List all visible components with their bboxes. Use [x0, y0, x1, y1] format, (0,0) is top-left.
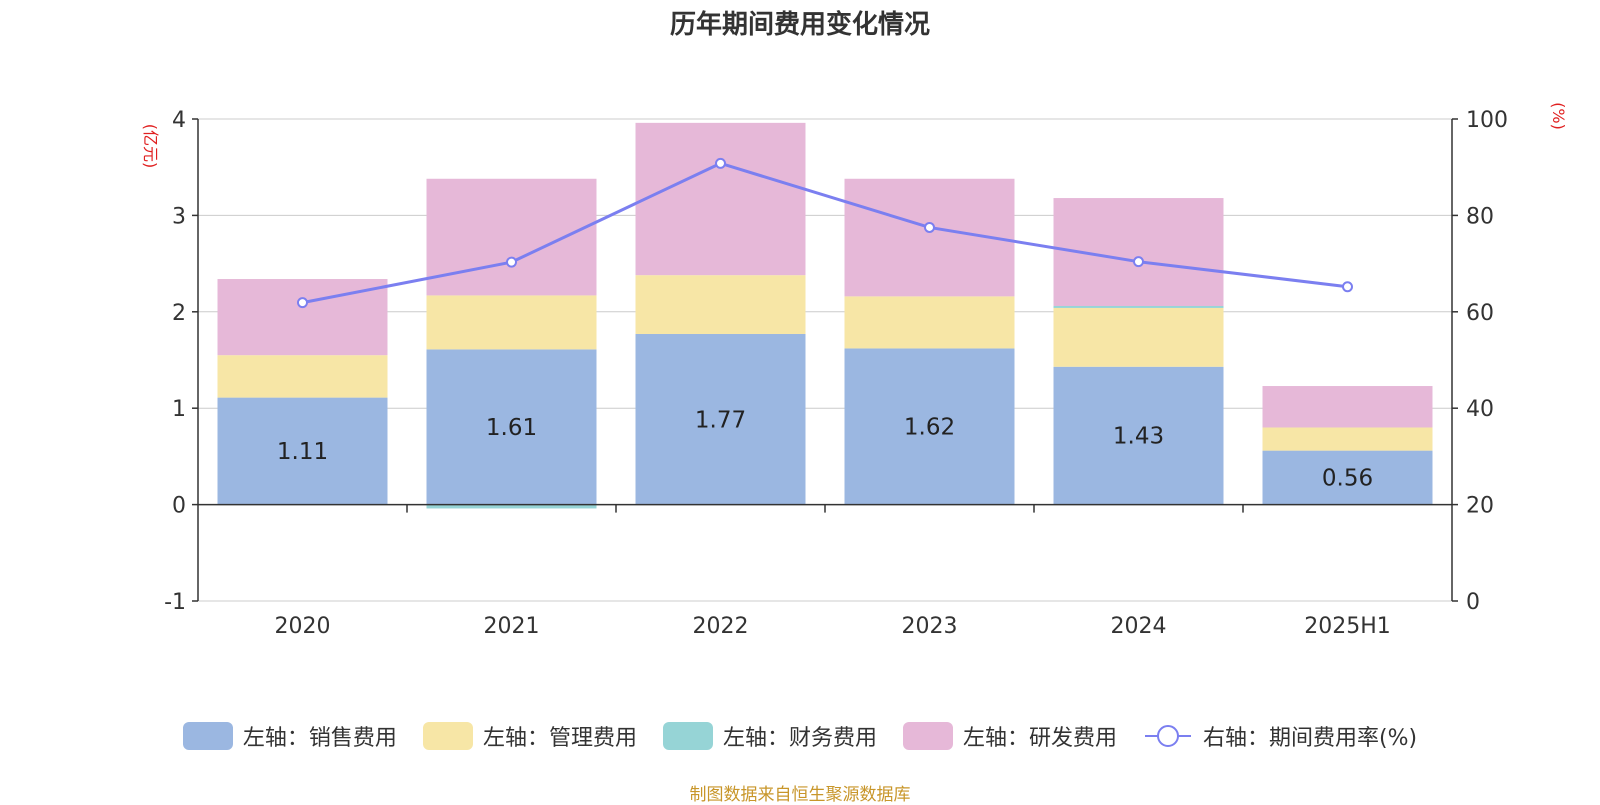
- ratio-point: [1133, 256, 1144, 268]
- left-axis-tick-label: 2: [172, 301, 186, 326]
- ratio-point: [924, 221, 935, 233]
- data-label-sales: 1.11: [277, 439, 328, 465]
- bar-sales: [1262, 450, 1433, 505]
- bar-admin: [1053, 307, 1224, 367]
- bar-sales: [844, 348, 1015, 505]
- x-axis-tick-label: 2025H1: [1304, 614, 1391, 639]
- chart-title: 历年期间费用变化情况: [669, 10, 930, 40]
- bar-admin: [217, 355, 388, 398]
- left-axis-tick-label: 4: [172, 108, 186, 133]
- legend: 左轴：销售费用 左轴：管理费用 左轴：财务费用 左轴：研发费用 右轴：期间费用率…: [0, 720, 1600, 752]
- legend-swatch-rd: [902, 722, 953, 750]
- source-note: 制图数据来自恒生聚源数据库: [689, 785, 911, 805]
- data-label-sales: 0.56: [1322, 466, 1373, 492]
- bar-admin: [635, 275, 806, 334]
- ratio-point: [297, 297, 308, 309]
- right-axis-tick-label: 100: [1466, 108, 1508, 133]
- bar-sales: [1053, 366, 1224, 505]
- legend-label-finance: 左轴：财务费用: [722, 726, 877, 751]
- legend-item-sales[interactable]: 左轴：销售费用: [182, 720, 397, 752]
- data-label-sales: 1.62: [904, 415, 955, 441]
- left-axis-tick-label: -1: [164, 590, 186, 615]
- x-axis-tick-label: 2020: [275, 614, 331, 639]
- left-axis-tick-label: 1: [172, 397, 186, 422]
- legend-label-rd: 左轴：研发费用: [962, 726, 1117, 751]
- left-axis-tick-label: 3: [172, 204, 186, 229]
- left-axis-tick-label: 0: [172, 494, 186, 519]
- bar-sales: [217, 397, 388, 505]
- ratio-point: [506, 256, 517, 268]
- legend-item-ratio[interactable]: 右轴：期间费用率(%): [1143, 720, 1417, 752]
- x-axis-tick-label: 2022: [693, 614, 749, 639]
- legend-line-marker-icon: [1144, 725, 1191, 747]
- bar-rd: [635, 122, 806, 276]
- right-axis-tick-label: 60: [1466, 301, 1494, 326]
- legend-swatch-admin: [422, 722, 473, 750]
- bar-sales: [635, 333, 806, 505]
- legend-swatch-finance: [662, 722, 713, 750]
- bar-sales: [426, 349, 597, 505]
- data-label-sales: 1.43: [1113, 424, 1164, 450]
- data-label-sales: 1.61: [486, 415, 537, 441]
- bar-admin: [1262, 427, 1433, 451]
- legend-label-sales: 左轴：销售费用: [242, 726, 397, 751]
- right-axis-tick-label: 40: [1466, 397, 1494, 422]
- bar-finance: [426, 504, 597, 509]
- data-label-sales: 1.77: [695, 407, 746, 433]
- right-axis-tick-label: 80: [1466, 204, 1494, 229]
- left-axis-label: (亿元): [141, 124, 160, 169]
- legend-label-ratio: 右轴：期间费用率(%): [1202, 726, 1418, 751]
- ratio-point: [1342, 281, 1353, 293]
- legend-item-rd[interactable]: 左轴：研发费用: [902, 720, 1117, 752]
- bar-rd: [426, 178, 597, 296]
- x-axis-tick-label: 2024: [1111, 614, 1167, 639]
- legend-label-admin: 左轴：管理费用: [482, 726, 637, 751]
- right-axis-tick-label: 0: [1466, 590, 1480, 615]
- ratio-point: [715, 157, 726, 169]
- legend-swatch-sales: [182, 722, 233, 750]
- legend-item-finance[interactable]: 左轴：财务费用: [662, 720, 877, 752]
- bar-admin: [844, 296, 1015, 349]
- x-axis-tick-label: 2021: [484, 614, 540, 639]
- right-axis-tick-label: 20: [1466, 494, 1494, 519]
- right-axis-label: (%): [1549, 102, 1568, 130]
- bar-finance: [1053, 306, 1224, 308]
- ratio-line: [302, 161, 1348, 305]
- bar-rd: [1262, 386, 1433, 428]
- legend-item-admin[interactable]: 左轴：管理费用: [422, 720, 637, 752]
- bar-admin: [426, 295, 597, 350]
- x-axis-tick-label: 2023: [902, 614, 958, 639]
